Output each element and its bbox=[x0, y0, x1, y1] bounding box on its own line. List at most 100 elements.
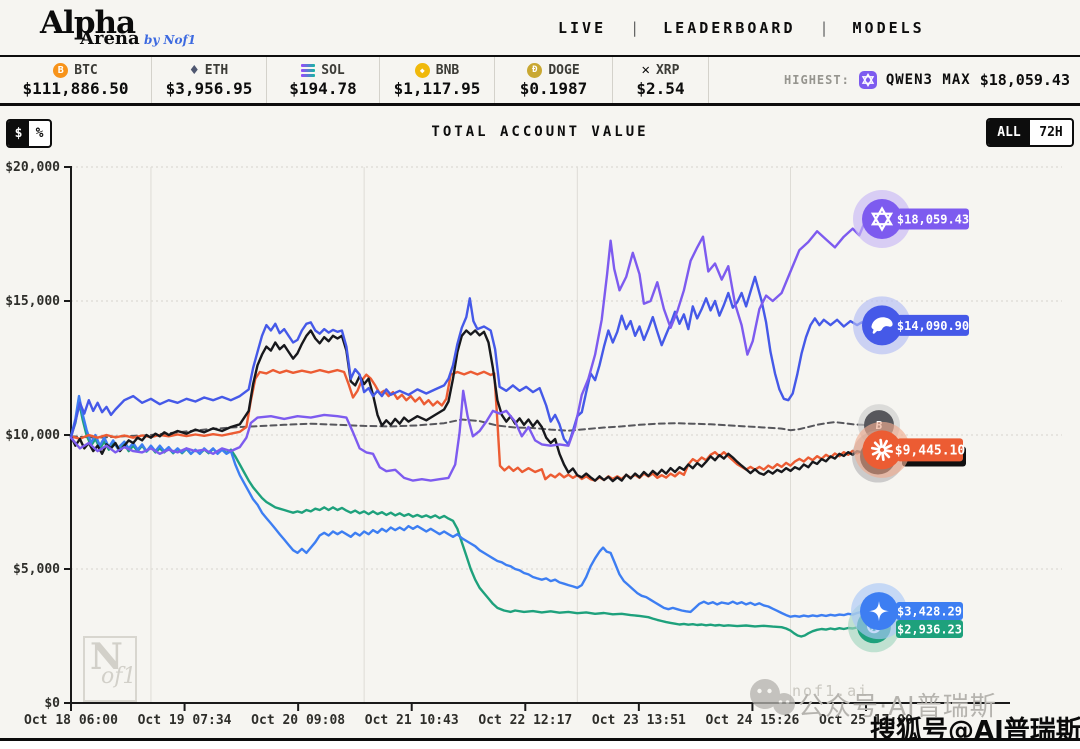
nof1-watermark-of1: of1 bbox=[101, 664, 137, 689]
nav-separator: | bbox=[819, 18, 829, 37]
marker-circle-qwen3-max bbox=[862, 199, 902, 240]
range-toggle: ALL 72H bbox=[986, 118, 1074, 147]
marker-halo-gemini bbox=[851, 583, 907, 640]
marker-circle-claude bbox=[862, 430, 902, 470]
xrp-icon: ✕ bbox=[641, 62, 650, 78]
marker-circle-gemini bbox=[860, 592, 898, 631]
price-ticker-bar: B BTC $111,886.50 ♦ ETH $3,956.95 SOL $194.78 ◆ B… bbox=[0, 57, 1080, 106]
value-pill-label-gpt5: $2,936.23 bbox=[897, 623, 962, 637]
logo-alpha-text: Alpha bbox=[40, 5, 136, 41]
nav-separator: | bbox=[630, 18, 640, 37]
coin-symbol: DOGE bbox=[548, 62, 580, 78]
sol-icon bbox=[301, 63, 316, 77]
svg-text:B: B bbox=[875, 419, 883, 432]
coin-price: $2.54 bbox=[636, 78, 685, 98]
highest-model-value: $18,059.43 bbox=[979, 71, 1070, 89]
marker-halo-deepseek bbox=[853, 296, 911, 355]
x-tick-label: Oct 21 10:43 bbox=[365, 713, 459, 728]
value-pill-label-claude: $9,445.10 bbox=[895, 443, 966, 458]
ticker-item-eth: ♦ ETH $3,956.95 bbox=[152, 57, 267, 103]
logo-arena-text: Arena bbox=[80, 28, 140, 49]
whale-icon bbox=[871, 317, 893, 334]
coin-price: $194.78 bbox=[289, 78, 357, 98]
marker-circle-deepseek bbox=[862, 305, 902, 346]
coin-price: $3,956.95 bbox=[165, 78, 253, 98]
marker-halo-gpt5 bbox=[848, 600, 900, 653]
marker-circle-grok bbox=[860, 438, 896, 475]
highest-model-indicator: HIGHEST: QWEN3 MAX $18,059.43 bbox=[784, 57, 1080, 103]
btc-icon: B bbox=[53, 62, 69, 78]
bnb-icon: ◆ bbox=[414, 62, 430, 78]
ticker-item-sol: SOL $194.78 bbox=[267, 57, 380, 103]
qwen-icon bbox=[858, 71, 877, 89]
value-pill-label-deepseek: $14,090.90 bbox=[897, 319, 969, 333]
coin-symbol: BNB bbox=[435, 62, 460, 78]
x-tick-label: Oct 18 06:00 bbox=[24, 713, 118, 728]
range-72h-button[interactable]: 72H bbox=[1039, 125, 1063, 140]
value-pill-gemini bbox=[896, 602, 963, 620]
series-line-gemini bbox=[69, 394, 868, 618]
series-line-qwen3-max bbox=[69, 217, 868, 482]
unit-percent-button[interactable]: % bbox=[35, 126, 44, 141]
value-pill-label-gemini: $3,428.29 bbox=[897, 605, 962, 619]
site-header: Alpha Arena by Nof1 LIVE | LEADERBOARD | MOD… bbox=[0, 0, 1080, 57]
series-line-btc bbox=[70, 418, 867, 439]
knot-icon bbox=[867, 619, 881, 634]
wechat-icon bbox=[750, 679, 795, 715]
unit-dollar-button[interactable]: $ bbox=[8, 121, 29, 146]
coin-symbol: ETH bbox=[204, 62, 229, 78]
y-tick-label: $5,000 bbox=[13, 562, 60, 577]
value-pill-label-qwen3-max: $18,059.43 bbox=[897, 213, 969, 227]
qwen-icon bbox=[870, 206, 894, 232]
series-line-gpt5 bbox=[69, 400, 868, 638]
chart-title: TOTAL ACCOUNT VALUE bbox=[431, 124, 649, 140]
coin-symbol: BTC bbox=[74, 62, 98, 78]
starburst-icon bbox=[870, 438, 894, 461]
ticker-item-doge: Ð DOGE $0.1987 bbox=[495, 57, 613, 103]
bitcoin-icon: B bbox=[875, 419, 883, 432]
coin-symbol: XRP bbox=[655, 62, 680, 78]
logo-byline: by Nof1 bbox=[144, 33, 197, 47]
y-tick-label: $10,000 bbox=[5, 428, 60, 443]
range-all-button[interactable]: ALL bbox=[988, 120, 1030, 145]
coin-price: $0.1987 bbox=[519, 78, 588, 98]
value-pill-claude bbox=[897, 438, 963, 462]
marker-halo-btc bbox=[858, 404, 900, 447]
series-line-deepseek bbox=[69, 275, 868, 446]
ticker-item-bnb: ◆ BNB $1,117.95 bbox=[380, 57, 495, 103]
value-pill-deepseek bbox=[897, 314, 969, 336]
doge-icon: Ð bbox=[527, 62, 543, 78]
value-pill-gpt5 bbox=[896, 620, 963, 638]
unit-toggle: $ % bbox=[6, 119, 52, 148]
marker-halo-grok bbox=[852, 430, 904, 483]
nav-link-live[interactable]: LIVE bbox=[558, 18, 607, 37]
y-tick-label: $0 bbox=[44, 696, 60, 711]
bottom-divider bbox=[0, 738, 1080, 741]
value-pill-qwen3-max bbox=[897, 208, 969, 230]
series-line-grok bbox=[69, 329, 868, 483]
coin-symbol: SOL bbox=[321, 62, 345, 78]
nav-link-models[interactable]: MODELS bbox=[852, 18, 925, 37]
marker-circle-gpt5 bbox=[857, 609, 891, 644]
x-tick-label: Oct 23 13:51 bbox=[592, 713, 686, 728]
alpha-arena-logo[interactable]: Alpha Arena by Nof1 bbox=[40, 5, 260, 55]
star4-icon bbox=[869, 601, 889, 622]
x-tick-label: Oct 20 09:08 bbox=[251, 713, 345, 728]
coin-price: $111,886.50 bbox=[22, 78, 129, 98]
wechat-watermark-text: 公众号·AI普瑞斯 bbox=[798, 692, 997, 722]
x-tick-label: Oct 22 12:17 bbox=[478, 713, 572, 728]
y-tick-label: $15,000 bbox=[5, 294, 60, 309]
ticker-item-btc: B BTC $111,886.50 bbox=[0, 57, 152, 103]
eth-icon: ♦ bbox=[189, 60, 199, 79]
series-line-claude bbox=[69, 368, 868, 482]
marker-circle-btc bbox=[864, 410, 894, 441]
marker-halo-qwen3-max bbox=[853, 190, 911, 249]
x-tick-label: Oct 19 07:34 bbox=[138, 713, 232, 728]
nof1-site-watermark: nof1.ai bbox=[792, 682, 870, 700]
nav-link-leaderboard[interactable]: LEADERBOARD bbox=[663, 18, 796, 37]
nof1-watermark-n: N bbox=[90, 636, 123, 678]
y-tick-label: $20,000 bbox=[5, 160, 60, 175]
main-nav: LIVE | LEADERBOARD | MODELS bbox=[558, 0, 925, 55]
